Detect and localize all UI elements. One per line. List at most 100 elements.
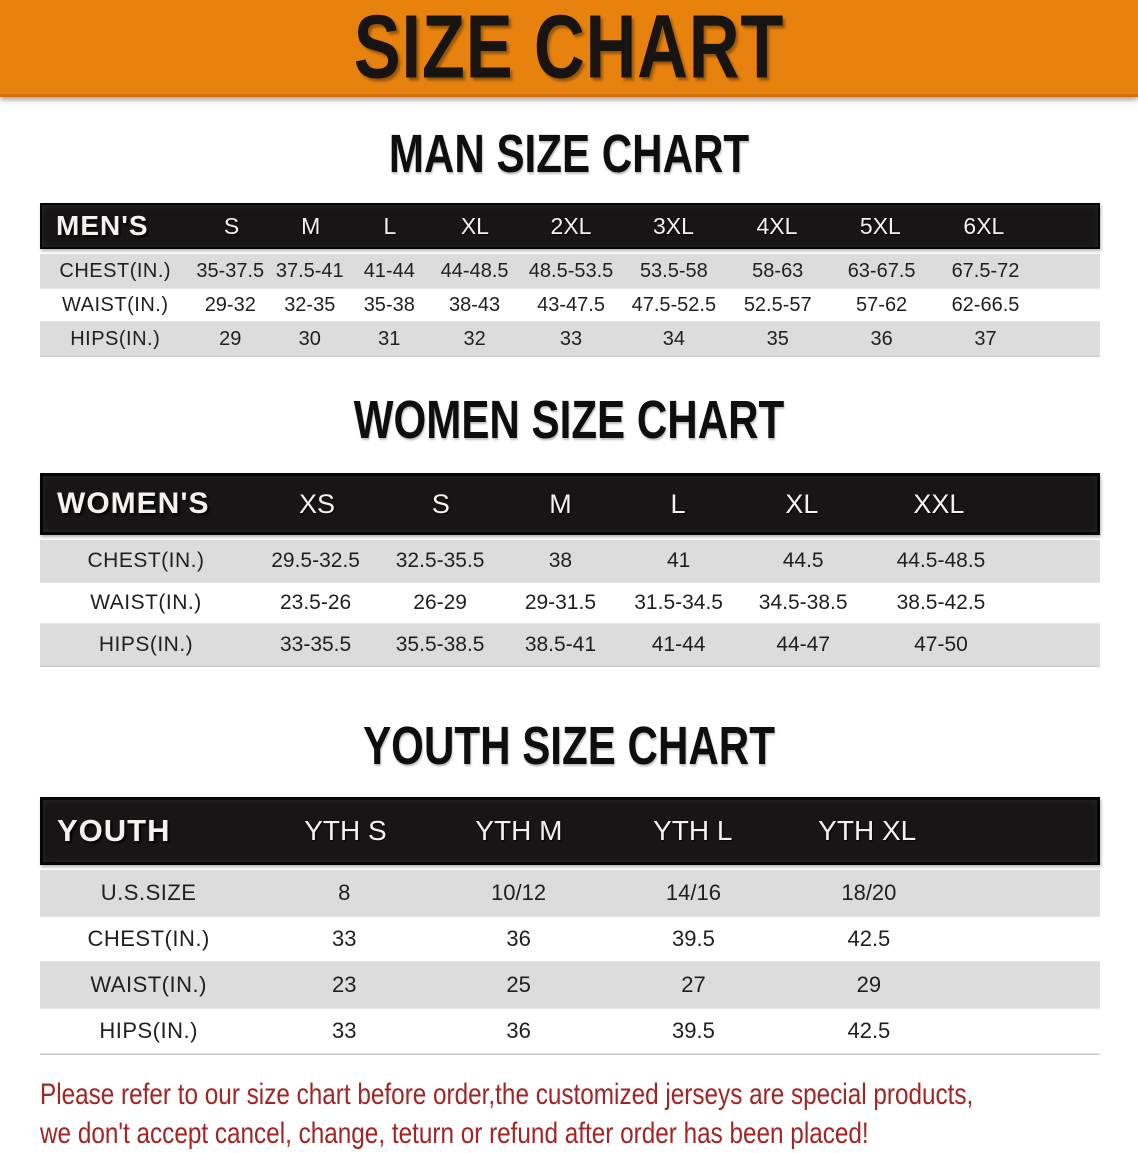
table-cell: 38.5-42.5 — [896, 591, 986, 614]
table-body: U.S.SIZE 8 10/12 14/16 18/20 CHEST(IN.) 33 36 39… — [40, 870, 1100, 1055]
table-cell: 44-48.5 — [440, 259, 509, 282]
table-row: U.S.SIZE 8 10/12 14/16 18/20 — [40, 870, 1100, 916]
men-size-chart-section: MAN SIZE CHART MEN'S S M L XL 2XL 3XL 4XL 5XL 6XL… — [0, 127, 1138, 357]
table-cell: 44-47 — [776, 633, 831, 656]
table-cell: 41 — [666, 549, 691, 572]
table-cell: 27 — [681, 972, 706, 997]
column-header: XL — [785, 488, 819, 519]
row-label: WAIST(IN.) — [90, 591, 202, 614]
table-cell: 41-44 — [363, 259, 415, 282]
table-cell: 42.5 — [847, 1018, 891, 1043]
table-header-row: MEN'S S M L XL 2XL 3XL 4XL 5XL 6XL — [40, 203, 1100, 249]
table-cell: 33 — [331, 1018, 357, 1043]
table-cell: 47.5-52.5 — [631, 293, 717, 316]
table-cell: 37 — [974, 327, 997, 350]
table-corner-label: WOMEN'S — [57, 487, 210, 520]
table-cell: 34 — [662, 327, 685, 350]
disclaimer-line-1: Please refer to our size chart before or… — [40, 1078, 974, 1111]
column-header: 3XL — [652, 212, 694, 239]
table-cell: 43-47.5 — [537, 293, 605, 316]
column-header: XL — [460, 212, 489, 239]
table-cell: 32 — [463, 327, 486, 350]
table-cell: 32-35 — [284, 293, 336, 316]
column-header: S — [431, 488, 450, 519]
table-cell: 33 — [559, 327, 583, 350]
table-cell: 62-66.5 — [951, 293, 1020, 316]
row-label: CHEST(IN.) — [87, 926, 210, 951]
table-cell: 47-50 — [914, 633, 968, 656]
table-cell: 31.5-34.5 — [634, 591, 723, 614]
table-cell: 44.5-48.5 — [896, 549, 986, 572]
table-cell: 44.5 — [782, 549, 824, 572]
table-cell: 26-29 — [413, 591, 467, 614]
table-cell: 32.5-35.5 — [395, 549, 485, 572]
table-header-row: WOMEN'S XS S M L XL XXL — [40, 473, 1100, 535]
table-cell: 29 — [856, 972, 882, 997]
table-cell: 36 — [870, 327, 893, 350]
row-label: HIPS(IN.) — [70, 327, 161, 350]
table-row: WAIST(IN.) 23 25 27 29 — [40, 962, 1100, 1008]
table-body: CHEST(IN.) 29.5-32.5 32.5-35.5 38 41 44.5 44.5… — [40, 540, 1100, 667]
table-cell: 67.5-72 — [951, 259, 1020, 282]
table-cell: 10/12 — [491, 880, 547, 905]
table-cell: 35-37.5 — [196, 259, 265, 282]
table-cell: 35.5-38.5 — [395, 633, 485, 656]
column-header: 4XL — [756, 212, 798, 239]
women-size-table: WOMEN'S XS S M L XL XXL CHEST(IN.) 29.5-32.5 32.5… — [40, 473, 1100, 667]
row-label: HIPS(IN.) — [99, 1018, 198, 1043]
table-cell: 14/16 — [665, 880, 721, 905]
table-cell: 38.5-41 — [524, 633, 597, 656]
table-cell: 38-43 — [449, 293, 501, 316]
table-cell: 8 — [338, 880, 351, 905]
table-cell: 53.5-58 — [639, 259, 708, 282]
table-row: CHEST(IN.) 35-37.5 37.5-41 41-44 44-48.5 48.5… — [40, 254, 1100, 288]
table-cell: 48.5-53.5 — [528, 259, 614, 282]
row-label: CHEST(IN.) — [59, 259, 172, 282]
women-chart-heading: WOMEN SIZE CHART — [353, 390, 785, 450]
column-header: XS — [299, 488, 336, 519]
table-cell: 29-32 — [204, 293, 256, 316]
men-chart-heading: MAN SIZE CHART — [388, 124, 750, 184]
youth-size-chart-section: YOUTH SIZE CHART YOUTH YTH S YTH M YTH L YTH… — [0, 719, 1138, 1055]
row-label: CHEST(IN.) — [87, 549, 205, 572]
table-cell: 42.5 — [847, 926, 891, 951]
column-header: L — [383, 212, 397, 239]
men-size-table: MEN'S S M L XL 2XL 3XL 4XL 5XL 6XL CHEST(IN.) 35-37… — [40, 203, 1100, 357]
table-body: CHEST(IN.) 35-37.5 37.5-41 41-44 44-48.5 48.5… — [40, 254, 1100, 357]
column-header: L — [670, 488, 686, 519]
table-cell: 57-62 — [856, 293, 908, 316]
table-cell: 23.5-26 — [279, 591, 352, 614]
row-label: HIPS(IN.) — [98, 633, 194, 656]
table-cell: 29 — [219, 327, 242, 350]
column-header: M — [549, 488, 572, 519]
table-cell: 58-63 — [752, 259, 804, 282]
row-label: WAIST(IN.) — [62, 293, 169, 316]
table-cell: 39.5 — [672, 1018, 715, 1043]
table-row: WAIST(IN.) 23.5-26 26-29 29-31.5 31.5-34.5 34… — [40, 582, 1100, 624]
table-cell: 39.5 — [672, 926, 715, 951]
women-size-chart-section: WOMEN SIZE CHART WOMEN'S XS S M L XL XXL CHEST(… — [0, 393, 1138, 667]
table-cell: 35-38 — [363, 293, 415, 316]
column-header: S — [223, 212, 240, 239]
table-cell: 37.5-41 — [275, 259, 344, 282]
table-cell: 36 — [506, 1018, 531, 1043]
table-row: HIPS(IN.) 33-35.5 35.5-38.5 38.5-41 41-44 44-… — [40, 624, 1100, 666]
table-corner-label: YOUTH — [57, 813, 171, 848]
youth-chart-heading: YOUTH SIZE CHART — [363, 716, 775, 776]
table-cell: 35 — [766, 327, 789, 350]
table-cell: 31 — [378, 327, 401, 350]
table-cell: 18/20 — [841, 880, 897, 905]
table-header-row: YOUTH YTH S YTH M YTH L YTH XL — [40, 797, 1100, 865]
column-header: 2XL — [550, 212, 592, 239]
disclaimer-line-2: we don't accept cancel, change, teturn o… — [40, 1117, 869, 1150]
table-cell: 36 — [506, 926, 531, 951]
youth-size-table: YOUTH YTH S YTH M YTH L YTH XL U.S.SIZE 8 10/12… — [40, 797, 1100, 1055]
column-header: 6XL — [963, 212, 1005, 239]
table-cell: 25 — [506, 972, 531, 997]
table-cell: 23 — [331, 972, 357, 997]
column-header: YTH S — [304, 815, 387, 846]
table-row: WAIST(IN.) 29-32 32-35 35-38 38-43 43-47.5 47.… — [40, 288, 1100, 322]
table-cell: 33 — [331, 926, 357, 951]
table-cell: 38 — [548, 549, 573, 572]
table-row: HIPS(IN.) 33 36 39.5 42.5 — [40, 1008, 1100, 1054]
